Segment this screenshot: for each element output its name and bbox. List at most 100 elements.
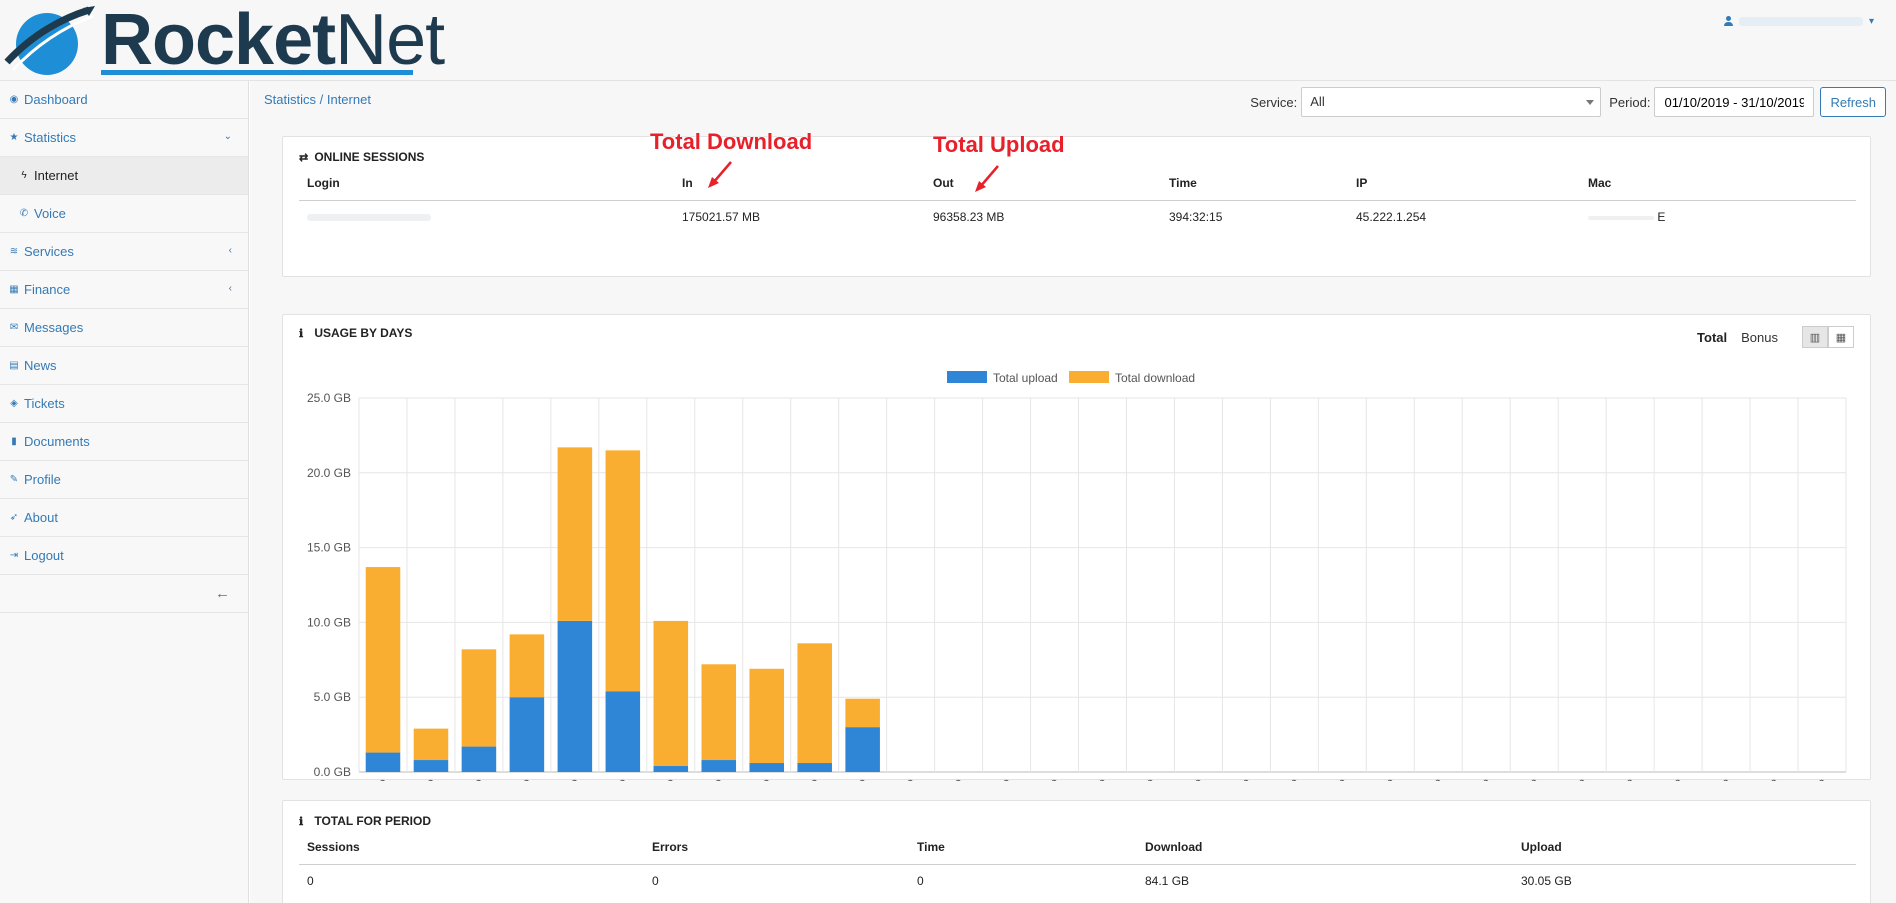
sidebar-item-profile[interactable]: ✎ Profile (0, 461, 248, 499)
toggle-bonus[interactable]: Bonus (1741, 329, 1778, 345)
x-tick-label: 05/10/2019 (531, 776, 584, 781)
sidebar-item-internet[interactable]: ϟ Internet (0, 157, 248, 195)
in-cell: 175021.57 MB (682, 209, 761, 224)
breadcrumb[interactable]: Statistics / Internet (264, 92, 371, 107)
x-tick-label: 28/10/2019 (1634, 776, 1687, 781)
column-header-out[interactable]: Out (925, 167, 1161, 201)
table-header-row: Sessions Errors Time Download Upload (299, 831, 1856, 865)
x-tick-label: 24/10/2019 (1442, 776, 1495, 781)
login-cell (299, 200, 674, 233)
x-tick-label: 18/10/2019 (1154, 776, 1207, 781)
annotation-arrow-download (708, 161, 732, 188)
annotation-arrow-upload (975, 165, 999, 192)
wifi-icon: ≋ (9, 246, 19, 257)
online-sessions-title: ⇄ ONLINE SESSIONS (299, 150, 425, 164)
sidebar-item-tickets[interactable]: ◈ Tickets (0, 385, 248, 423)
total-for-period-title: ℹ TOTAL FOR PERIOD (299, 814, 432, 828)
service-select[interactable]: All (1301, 87, 1602, 117)
globe-rocket-icon (4, 6, 95, 75)
sidebar-item-voice[interactable]: ✆ Voice (0, 195, 248, 233)
x-tick-label: 03/10/2019 (435, 776, 488, 781)
usage-by-days-title: ℹ USAGE BY DAYS (299, 326, 413, 340)
online-sessions-panel: ⇄ ONLINE SESSIONS Login In Out Time IP M… (282, 136, 1871, 277)
refresh-button[interactable]: Refresh (1820, 87, 1886, 117)
column-header-download: Download (1137, 831, 1513, 865)
envelope-icon: ✉ (9, 322, 19, 333)
sidebar-item-label: Voice (34, 206, 66, 221)
sidebar-item-documents[interactable]: ▮ Documents (0, 423, 248, 461)
phone-icon: ✆ (19, 208, 29, 219)
period-input[interactable] (1654, 87, 1815, 117)
sidebar-item-label: Dashboard (24, 92, 88, 107)
user-name-redacted (1739, 16, 1863, 26)
total-upload-annotation: Total Upload (933, 132, 1065, 157)
chart-view-buttons: ▥ ▦ (1802, 326, 1854, 348)
service-label: Service: (1250, 94, 1298, 110)
filter-bar: Service: All Period: Refresh (1250, 87, 1886, 117)
sidebar-item-dashboard[interactable]: ◉ Dashboard (0, 81, 248, 119)
bar-chart-icon[interactable]: ▥ (1802, 326, 1828, 348)
file-icon: ▮ (11, 436, 17, 447)
x-tick-label: 26/10/2019 (1538, 776, 1591, 781)
sidebar-item-finance[interactable]: ▦ Finance ‹ (0, 271, 248, 309)
column-header-ip[interactable]: IP (1348, 167, 1580, 201)
sidebar-item-statistics[interactable]: ★ Statistics ⌄ (0, 119, 248, 157)
y-tick-label: 0.0 GB (314, 765, 351, 779)
sidebar-item-about[interactable]: ➶ About (0, 499, 248, 537)
x-tick-label: 10/10/2019 (770, 776, 823, 781)
x-tick-label: 27/10/2019 (1586, 776, 1639, 781)
sidebar-item-logout[interactable]: ⇥ Logout (0, 537, 248, 575)
sidebar-item-messages[interactable]: ✉ Messages (0, 309, 248, 347)
sidebar-item-label: Internet (34, 168, 79, 183)
legend-swatch-download (1069, 371, 1109, 383)
bar-download-01/10/2019 (365, 567, 401, 753)
time-cell: 0 (917, 873, 924, 888)
info-icon: ℹ (299, 816, 304, 828)
bar-upload-03/10/2019 (461, 746, 497, 772)
user-icon (1724, 16, 1733, 26)
column-header-time[interactable]: Time (1161, 167, 1348, 201)
star-icon: ★ (9, 132, 19, 143)
y-tick-label: 15.0 GB (307, 541, 351, 555)
x-tick-label: 17/10/2019 (1106, 776, 1159, 781)
bar-upload-11/10/2019 (845, 727, 880, 772)
table-icon[interactable]: ▦ (1828, 326, 1854, 348)
chevron-left-icon: ‹ (228, 283, 232, 294)
sidebar-item-label: Messages (24, 320, 84, 335)
sidebar-item-label: About (24, 510, 58, 525)
online-sessions-table: Login In Out Time IP Mac 175021.57 MB 96… (299, 167, 1856, 233)
sidebar-item-label: Tickets (24, 396, 65, 411)
sidebar-item-label: Statistics (24, 130, 77, 145)
sign-out-icon: ⇥ (9, 550, 19, 561)
x-tick-label: 11/10/2019 (819, 776, 871, 781)
table-row: 0 0 0 84.1 GB 30.05 GB (299, 864, 1856, 897)
bar-download-11/10/2019 (845, 698, 880, 728)
x-tick-label: 08/10/2019 (675, 776, 728, 781)
column-header-login[interactable]: Login (299, 167, 674, 201)
x-tick-label: 04/10/2019 (483, 776, 536, 781)
bar-download-08/10/2019 (701, 664, 737, 761)
user-menu[interactable]: ▾ (1724, 14, 1874, 28)
x-tick-label: 23/10/2019 (1394, 776, 1447, 781)
sidebar-collapse-button[interactable]: ← (0, 575, 248, 613)
y-tick-label: 5.0 GB (314, 690, 351, 704)
toggle-total[interactable]: Total (1697, 329, 1728, 345)
x-tick-label: 30/10/2019 (1730, 776, 1783, 781)
bar-upload-09/10/2019 (749, 763, 784, 772)
totals-table: Sessions Errors Time Download Upload 0 0… (299, 831, 1856, 897)
x-tick-label: 12/10/2019 (866, 776, 919, 781)
errors-cell: 0 (652, 873, 659, 888)
column-header-mac[interactable]: Mac (1580, 167, 1856, 201)
total-for-period-panel: ℹ TOTAL FOR PERIOD Sessions Errors Time … (282, 800, 1871, 903)
x-tick-label: 19/10/2019 (1202, 776, 1255, 781)
x-tick-label: 02/10/2019 (387, 776, 440, 781)
sidebar-item-services[interactable]: ≋ Services ‹ (0, 233, 248, 271)
rocketnet-logo[interactable]: RocketNet (3, 4, 445, 76)
bar-download-03/10/2019 (461, 649, 497, 747)
time-cell: 394:32:15 (1169, 209, 1223, 224)
upload-cell: 30.05 GB (1521, 873, 1572, 888)
tag-icon: ◈ (10, 398, 18, 409)
sessions-cell: 0 (307, 873, 314, 888)
sidebar-item-news[interactable]: ▤ News (0, 347, 248, 385)
x-tick-label: 07/10/2019 (627, 776, 680, 781)
